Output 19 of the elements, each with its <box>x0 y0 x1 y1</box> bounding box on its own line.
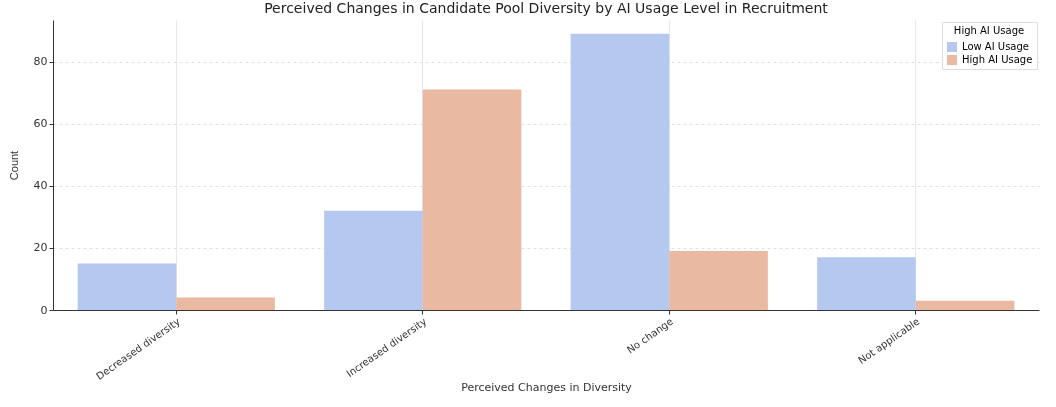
bar <box>915 300 1015 310</box>
bar <box>570 33 670 310</box>
legend-title: High AI Usage <box>953 25 1025 36</box>
y-axis-title: Count <box>7 150 20 181</box>
bar <box>176 297 275 310</box>
bar <box>669 251 768 310</box>
y-tick-label: 40 <box>33 179 48 193</box>
bar <box>324 210 423 310</box>
legend-label: High AI Usage <box>962 54 1033 65</box>
legend-label: Low AI Usage <box>962 41 1029 52</box>
x-axis-title: Perceived Changes in Diversity <box>461 380 633 394</box>
y-tick-label: 60 <box>33 117 48 131</box>
y-tick-label: 80 <box>33 55 48 69</box>
bar <box>422 89 522 310</box>
y-tick-label: 20 <box>33 241 48 255</box>
bar <box>77 263 177 310</box>
chart-title: Perceived Changes in Candidate Pool Diversity by AI Usage Level in Recruitment <box>264 0 829 16</box>
y-tick-label: 0 <box>40 303 48 317</box>
bar <box>817 257 916 310</box>
